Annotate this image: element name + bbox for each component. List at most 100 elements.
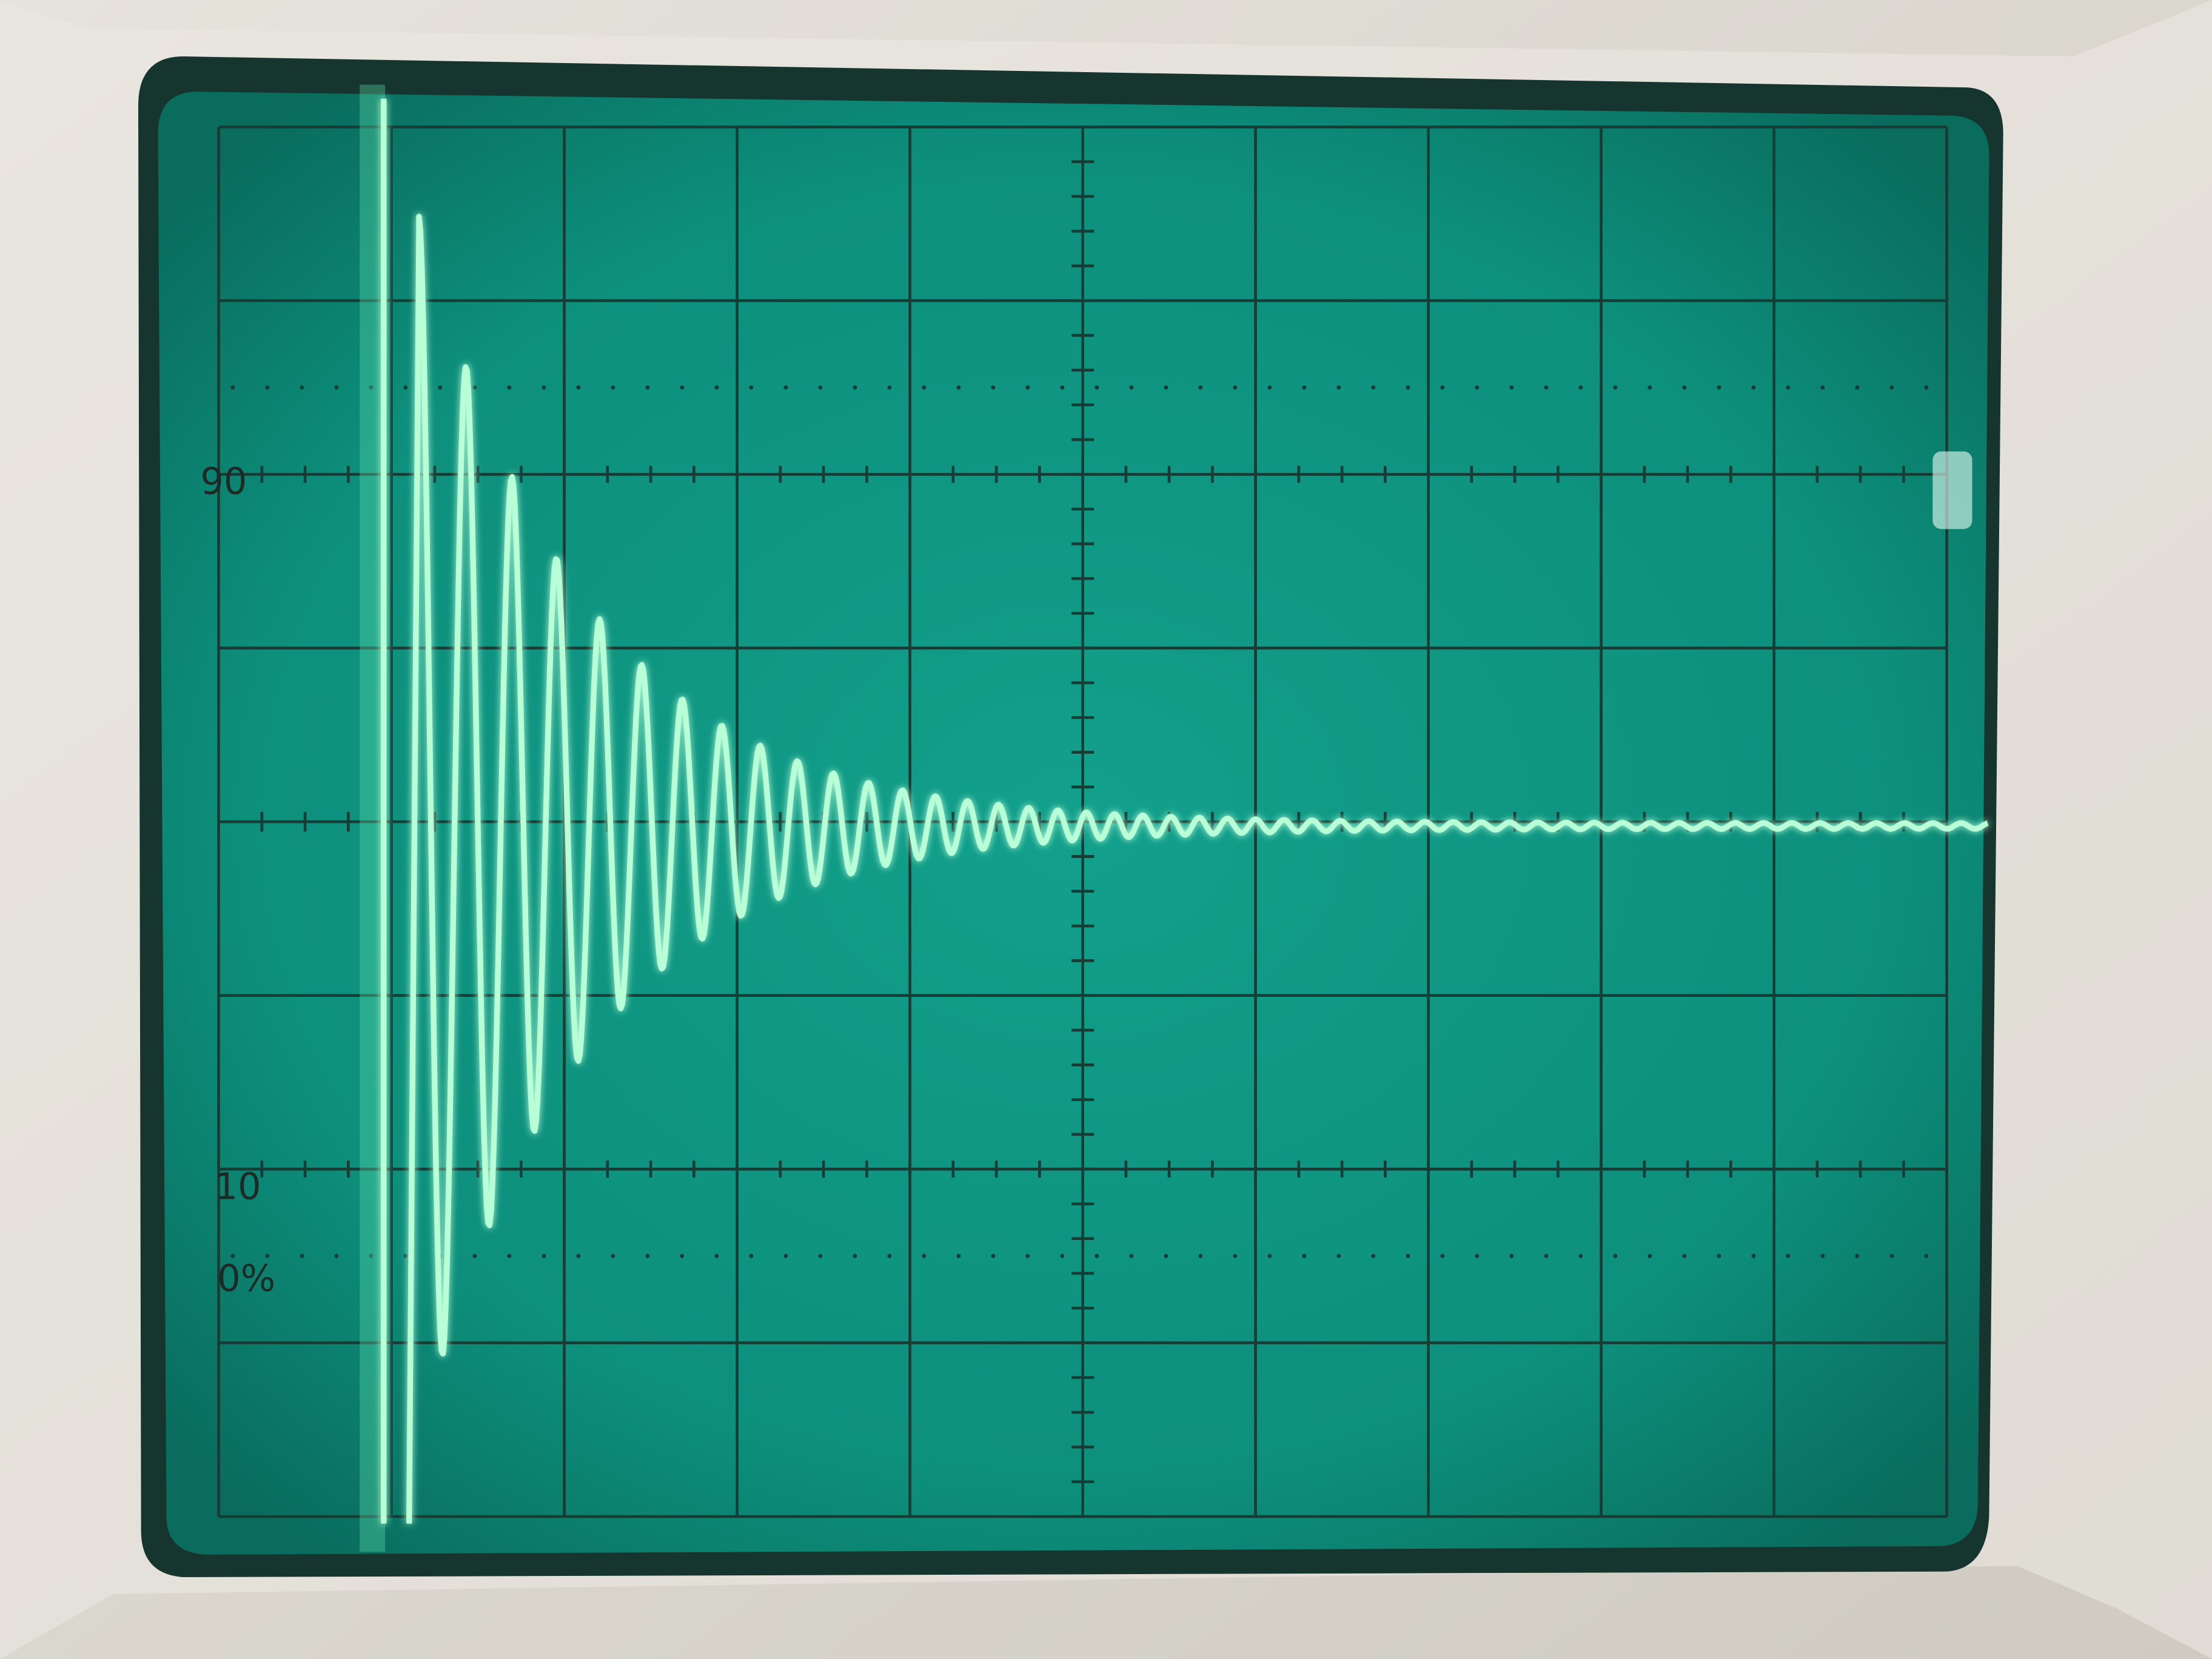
dot <box>403 385 408 390</box>
dot <box>1613 385 1618 390</box>
dot <box>1751 385 1756 390</box>
dot <box>680 385 685 390</box>
dot <box>645 385 650 390</box>
dot <box>1544 385 1549 390</box>
dot <box>991 1253 996 1258</box>
dot <box>783 1253 788 1258</box>
dot <box>300 385 304 390</box>
dot <box>541 385 546 390</box>
dot <box>1336 1253 1341 1258</box>
dot <box>1406 1253 1410 1258</box>
dot <box>611 385 615 390</box>
dot <box>1544 1253 1549 1258</box>
dot <box>1924 1253 1929 1258</box>
dot <box>680 1253 685 1258</box>
dot <box>714 1253 719 1258</box>
dot <box>1440 385 1445 390</box>
dot <box>1164 1253 1168 1258</box>
dot <box>1198 1253 1203 1258</box>
dot <box>645 1253 650 1258</box>
dot <box>783 385 788 390</box>
dot <box>403 1253 408 1258</box>
dot <box>1267 385 1272 390</box>
dot <box>1371 385 1376 390</box>
label-90: 90 <box>200 460 247 503</box>
dot <box>1682 385 1687 390</box>
dot <box>1094 385 1099 390</box>
reflection <box>1932 451 1972 529</box>
dot <box>818 1253 823 1258</box>
dot <box>1060 1253 1065 1258</box>
dot <box>1302 385 1307 390</box>
dot <box>1371 1253 1376 1258</box>
dot <box>507 1253 512 1258</box>
dot <box>956 385 961 390</box>
dot <box>1198 385 1203 390</box>
dot <box>818 385 823 390</box>
dot <box>1647 385 1652 390</box>
dot <box>1578 385 1583 390</box>
dot <box>887 385 892 390</box>
dot <box>1889 385 1894 390</box>
dot <box>1406 385 1410 390</box>
dot <box>472 1253 477 1258</box>
dot <box>1233 1253 1238 1258</box>
dot <box>1820 385 1825 390</box>
dot <box>922 385 927 390</box>
label-0-percent: 0% <box>217 1258 275 1300</box>
dot <box>1164 385 1168 390</box>
label-10: 10 <box>215 1166 261 1208</box>
dot <box>334 1253 339 1258</box>
dot <box>1855 385 1860 390</box>
dot <box>507 385 512 390</box>
dot <box>1786 385 1791 390</box>
dot <box>1336 385 1341 390</box>
dot <box>1060 385 1065 390</box>
dot <box>1025 1253 1030 1258</box>
dot <box>265 1253 270 1258</box>
dot <box>1129 385 1134 390</box>
dot <box>922 1253 927 1258</box>
dot <box>1267 1253 1272 1258</box>
dot <box>472 385 477 390</box>
dot <box>853 1253 857 1258</box>
dot <box>1717 1253 1721 1258</box>
dot <box>230 1253 235 1258</box>
dot <box>749 385 754 390</box>
dot <box>1302 1253 1307 1258</box>
dot <box>1613 1253 1618 1258</box>
trace <box>381 98 1989 1524</box>
dot <box>1786 1253 1791 1258</box>
dot <box>1924 385 1929 390</box>
dot <box>369 385 374 390</box>
dot <box>1509 385 1514 390</box>
dot <box>611 1253 615 1258</box>
dot <box>1682 1253 1687 1258</box>
dot <box>1129 1253 1134 1258</box>
dot <box>1233 385 1238 390</box>
dot <box>1855 1253 1860 1258</box>
dot <box>714 385 719 390</box>
dot <box>1094 1253 1099 1258</box>
dot <box>576 1253 581 1258</box>
dot <box>1509 1253 1514 1258</box>
dot <box>1578 1253 1583 1258</box>
dot <box>230 385 235 390</box>
dot <box>265 385 270 390</box>
dot <box>887 1253 892 1258</box>
dot <box>1025 385 1030 390</box>
dot <box>541 1253 546 1258</box>
dot <box>991 385 996 390</box>
dot <box>1717 385 1721 390</box>
dot <box>1820 1253 1825 1258</box>
dot <box>1647 1253 1652 1258</box>
dot <box>1889 1253 1894 1258</box>
dot <box>576 385 581 390</box>
dot <box>300 1253 304 1258</box>
dot <box>1440 1253 1445 1258</box>
dot <box>1475 385 1480 390</box>
dot <box>956 1253 961 1258</box>
dot <box>334 385 339 390</box>
dot <box>1751 1253 1756 1258</box>
